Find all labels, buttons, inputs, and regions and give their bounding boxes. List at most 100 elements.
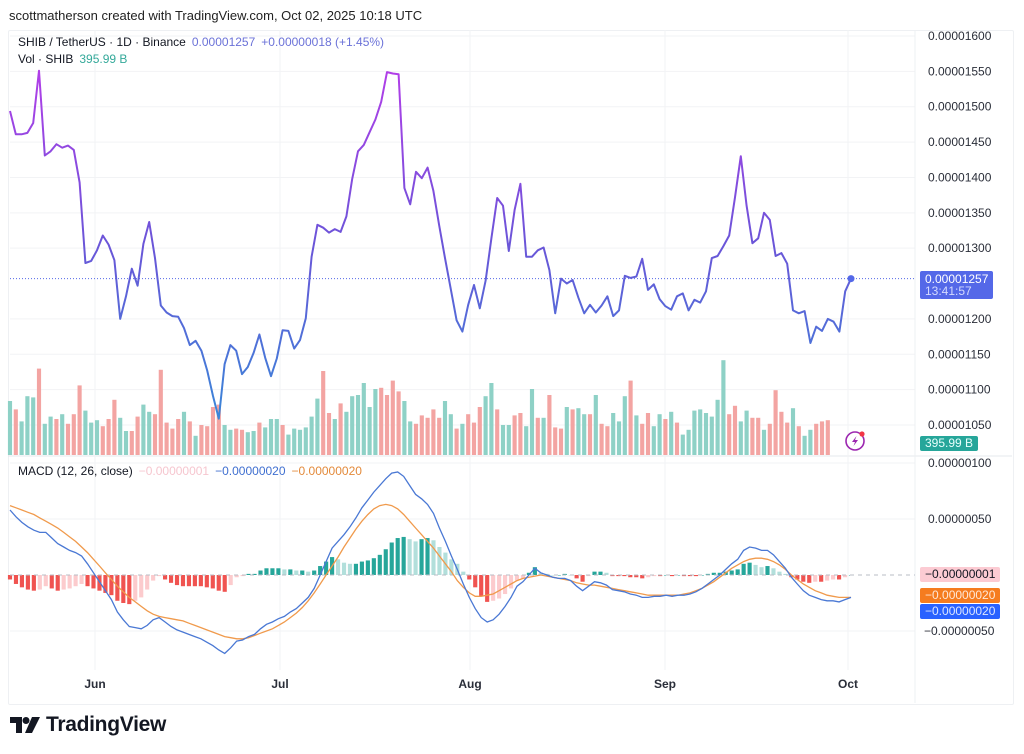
macd-hist-bar [294, 570, 299, 575]
tradingview-wordmark: TradingView [46, 713, 167, 736]
y-tick-label: 0.00001350 [928, 206, 992, 220]
macd-hist-bar [55, 575, 60, 591]
chart-credit: scottmatherson created with TradingView.… [9, 8, 423, 23]
macd-hist-bar [508, 575, 514, 589]
macd-hist-bar [49, 575, 54, 589]
volume-bar [761, 429, 767, 455]
y-tick-label: 0.00001550 [928, 64, 992, 78]
volume-bar [553, 427, 558, 455]
macd-hist-bar [729, 570, 734, 575]
volume-bar [721, 360, 726, 455]
y-tick-label: 0.00001400 [928, 170, 992, 184]
macd-hist-bar [234, 575, 239, 578]
macd-hist-bar [485, 575, 490, 602]
volume-bar [477, 407, 482, 455]
volume-bar [158, 369, 163, 455]
volume-bar [7, 401, 13, 455]
last-price-dot [847, 275, 855, 283]
symbol-title[interactable]: SHIB / TetherUS · 1D · Binance [18, 35, 186, 49]
x-tick-label: Jul [271, 677, 288, 691]
volume-bar [640, 423, 645, 455]
macd-hist-bar [37, 575, 42, 590]
volume-bar [442, 401, 448, 455]
macd-axis: 0.00000100 0.00000050 −0.00000050 [924, 456, 995, 638]
volume-bar [634, 415, 639, 455]
lightning-icon[interactable] [845, 431, 865, 451]
macd-hist-bar [747, 562, 752, 575]
macd-histogram [7, 536, 854, 605]
macd-line [9, 471, 852, 655]
volume-bar [112, 399, 117, 455]
volume-bar [332, 419, 337, 455]
volume-bar [622, 396, 627, 455]
macd-hist-bar [801, 575, 806, 582]
macd-hist-bar [586, 575, 591, 577]
macd-hist-bar [532, 567, 537, 575]
y-tick-label: 0.00001100 [928, 383, 991, 397]
macd-hist-bar [795, 575, 800, 580]
macd-hist-bar [675, 575, 681, 576]
macd-hist-bar [562, 573, 567, 575]
tradingview-icon [10, 717, 40, 733]
macd-hist-bar [825, 575, 830, 581]
macd-hist-bar [669, 575, 675, 577]
volume-bar [216, 404, 221, 455]
macd-hist-bar [622, 575, 627, 577]
macd-hist-bar [318, 566, 323, 575]
volume-bar [286, 434, 291, 455]
volume-bar [176, 419, 181, 455]
volume-bar [471, 422, 477, 455]
volume-bar [402, 401, 407, 455]
tradingview-logo[interactable]: TradingView [10, 713, 166, 737]
volume-bar [292, 428, 297, 455]
y-tick-label: 0.00001600 [928, 29, 992, 43]
macd-hist-bar [109, 575, 114, 596]
volume-bar [651, 426, 656, 455]
macd-hist-bar [67, 575, 72, 589]
macd-hist-bar [479, 575, 484, 597]
volume-title[interactable]: Vol · SHIB [18, 52, 74, 66]
macd-hist-bar [514, 575, 520, 581]
volume-bar [796, 426, 801, 455]
macd-hist-bar [687, 575, 693, 577]
macd-hist-bar [550, 575, 555, 576]
x-tick-label: Jun [84, 677, 105, 691]
volume-bar [512, 415, 517, 455]
macd-hist-bar [103, 575, 108, 593]
volume-bar [263, 427, 268, 455]
macd-hist-tag: −0.00000001 [920, 567, 1001, 582]
macd-hist-bar [538, 572, 543, 575]
volume-bar [541, 417, 546, 455]
macd-hist-bar [681, 575, 687, 577]
volume-bar [361, 383, 366, 455]
price-tag-value: 0.00001257 [925, 272, 989, 286]
macd-signal-tag: −0.00000020 [920, 588, 1001, 603]
macd-hist-bar [705, 573, 710, 575]
macd-hist-bar [836, 575, 842, 580]
macd-hist-value: −0.00000001 [138, 464, 210, 478]
volume-bar [152, 414, 158, 455]
price-tag: 0.00001257 13:41:57 [920, 271, 994, 299]
volume-bar [65, 423, 71, 455]
macd-hist-bar [502, 575, 508, 595]
volume-bar [71, 414, 76, 455]
macd-hist-bar [222, 575, 227, 592]
macd-hist-bar [610, 575, 615, 577]
volume-legend: Vol · SHIB 395.99 B [18, 52, 127, 66]
volume-bar [54, 419, 59, 455]
macd-hist-bar [163, 575, 168, 580]
macd-hist-bar [312, 570, 317, 575]
volume-bar [709, 416, 714, 455]
volume-bar [663, 419, 668, 455]
volume-bar [732, 405, 738, 455]
volume-bar [390, 380, 395, 455]
macd-title[interactable]: MACD (12, 26, close) [18, 464, 133, 478]
volume-bar [297, 429, 303, 455]
macd-hist-bar [121, 575, 126, 603]
volume-bar [210, 407, 216, 455]
volume-bar [100, 426, 105, 455]
macd-hist-bar [473, 575, 478, 588]
volume-bar [680, 434, 685, 455]
volume-bar [321, 371, 326, 455]
